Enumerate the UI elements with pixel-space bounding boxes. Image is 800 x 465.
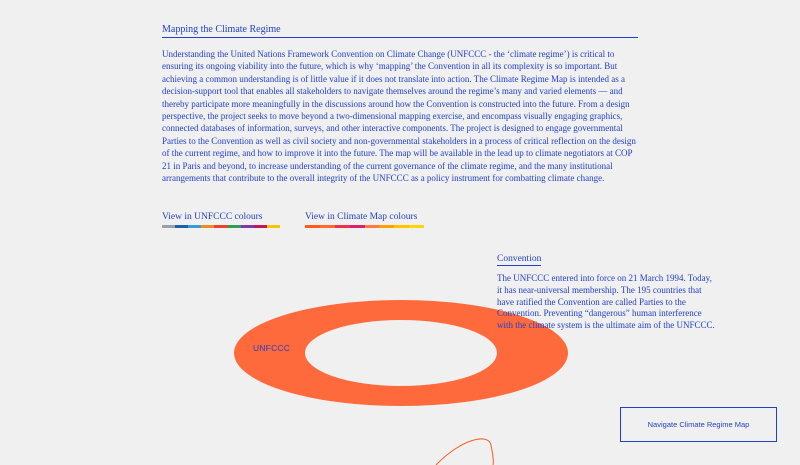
convention-title-link[interactable]: Convention <box>497 254 541 266</box>
unfccc-ring-label[interactable]: UNFCCC <box>253 343 290 353</box>
navigate-climate-regime-map-button[interactable]: Navigate Climate Regime Map <box>620 407 777 442</box>
convention-description: The UNFCCC entered into force on 21 Marc… <box>497 273 719 332</box>
map-connector-curve <box>436 439 493 465</box>
